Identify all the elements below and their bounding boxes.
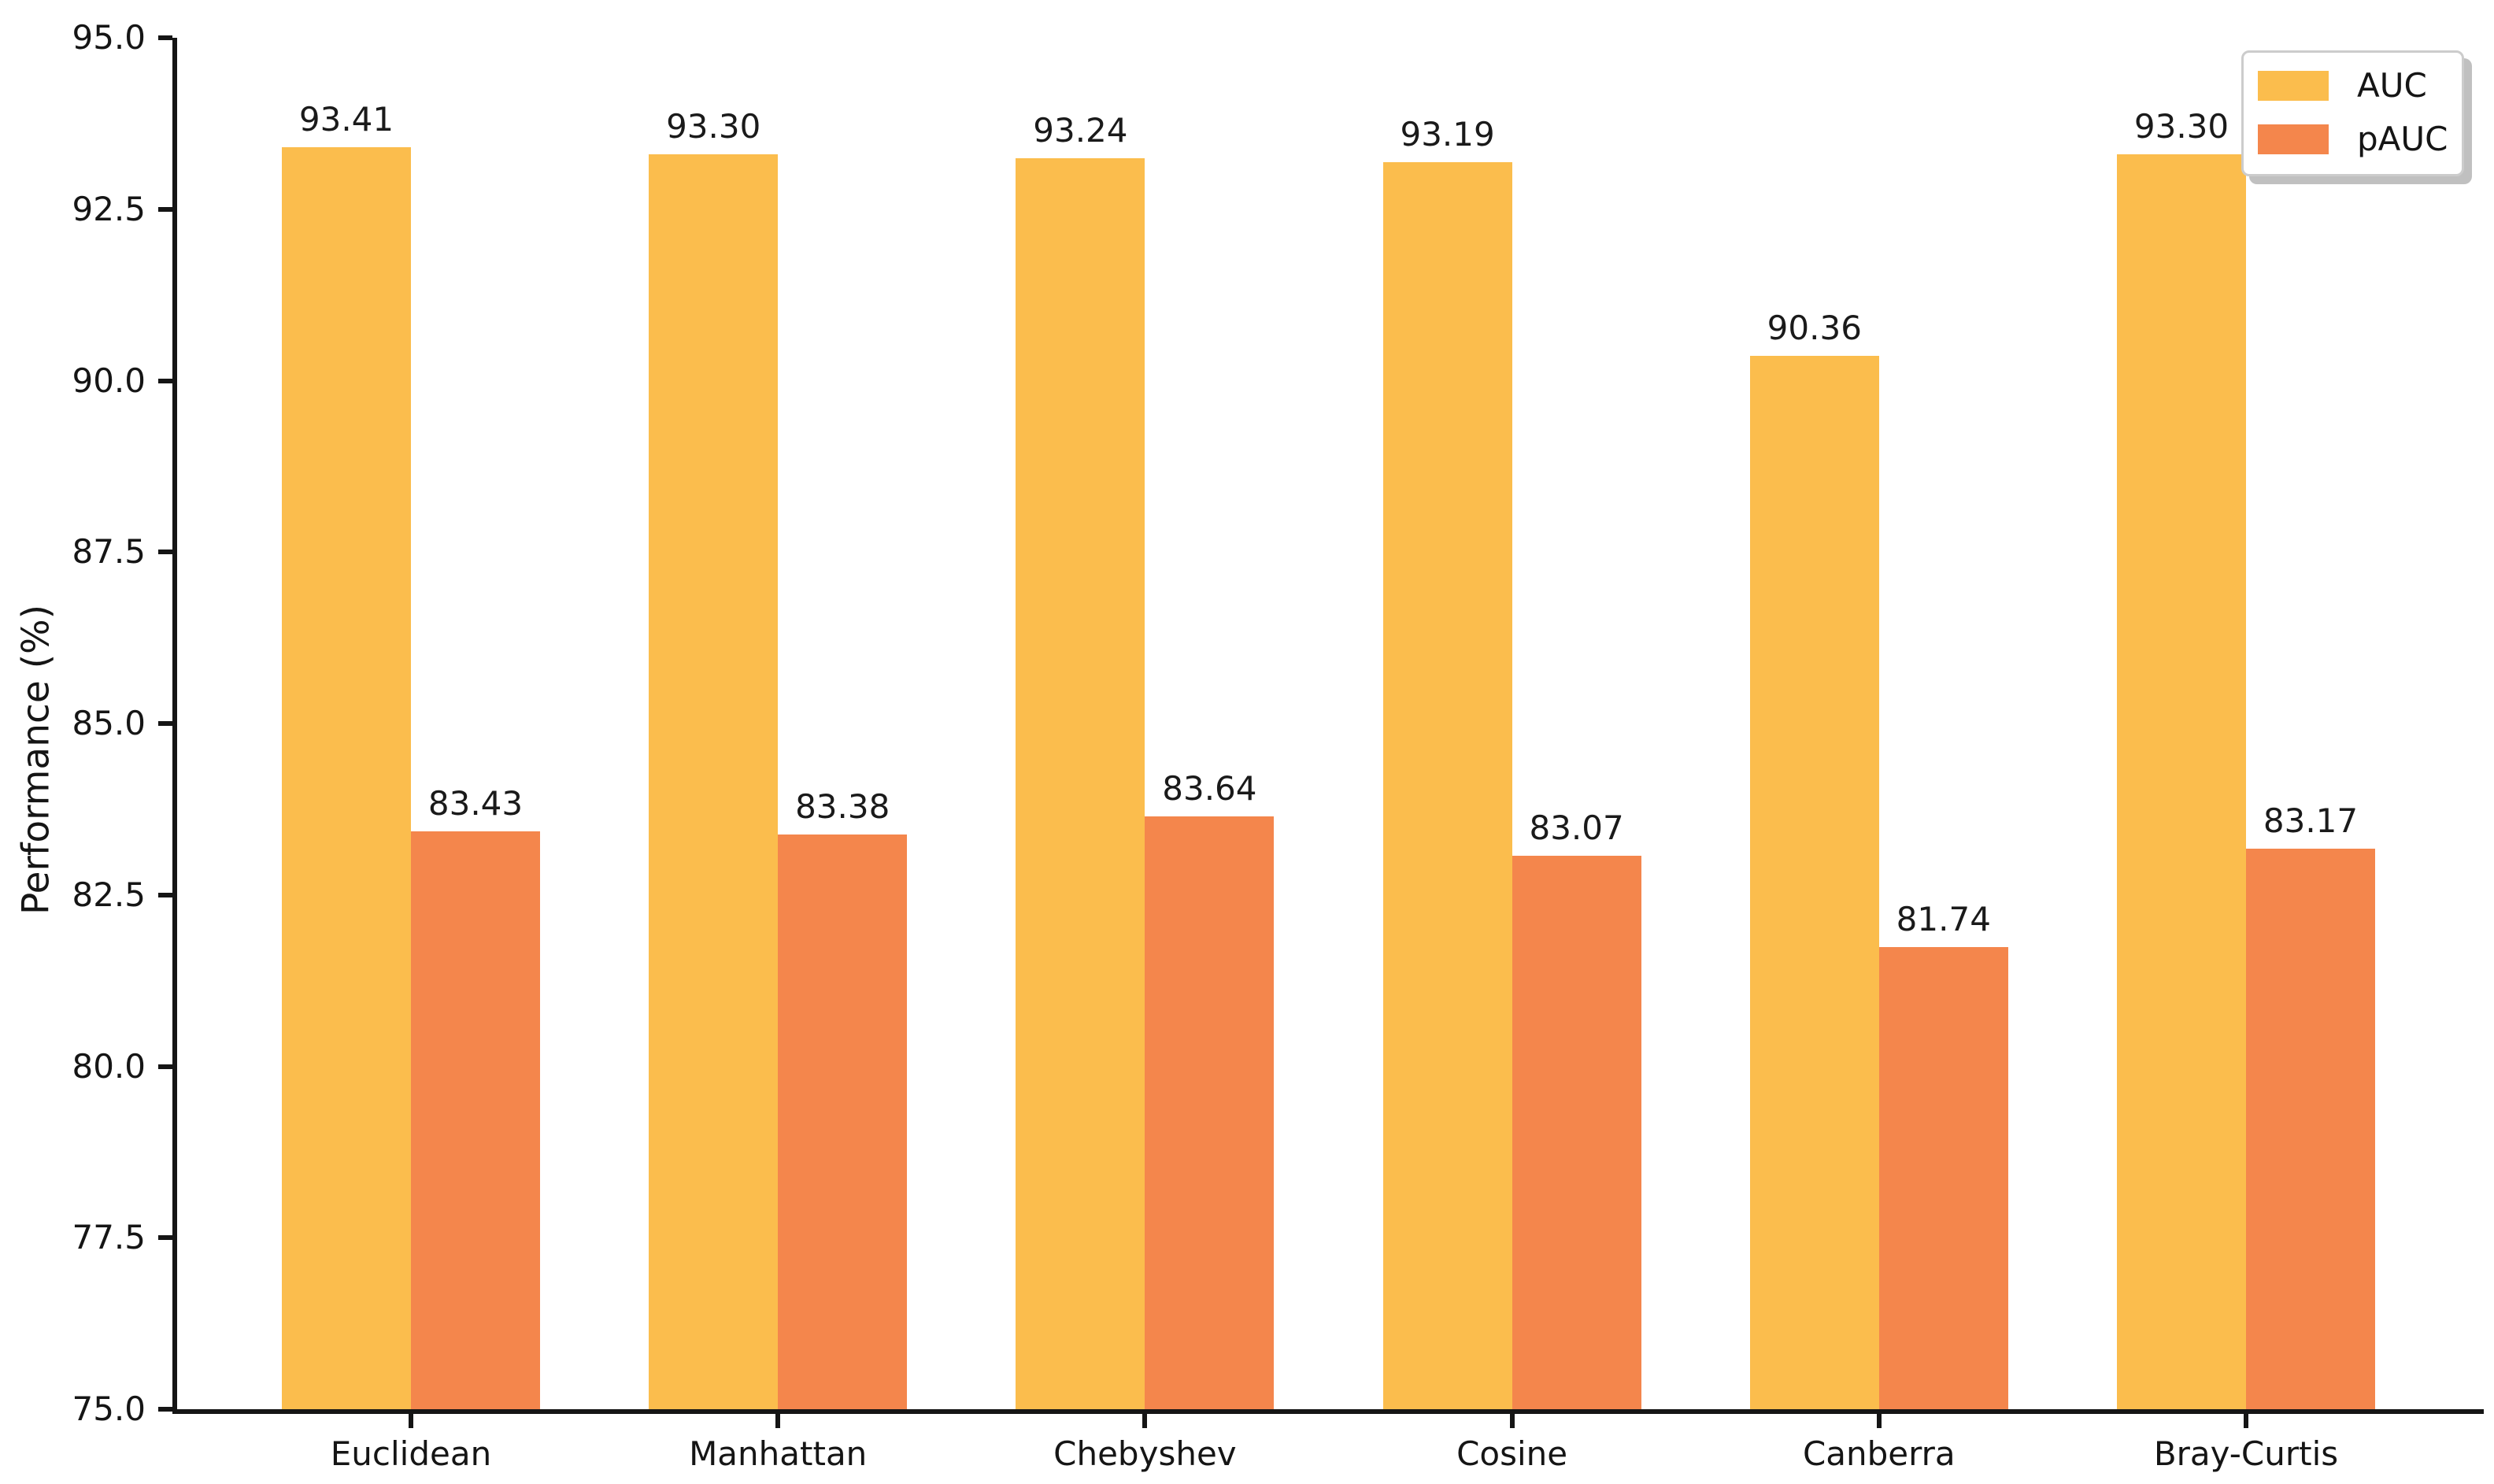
y-tick-mark	[158, 721, 172, 726]
y-tick-label: 82.5	[72, 875, 146, 914]
auc-bar	[649, 154, 779, 1409]
auc-value-label: 93.30	[2133, 107, 2229, 146]
auc-bar	[1749, 356, 1879, 1409]
auc-value-label: 93.19	[1400, 114, 1495, 154]
pauc-value-label: 83.64	[1162, 769, 1257, 809]
y-tick-mark	[158, 378, 172, 383]
y-tick-label: 87.5	[72, 532, 146, 572]
pauc-bar	[778, 835, 908, 1409]
y-tick-mark	[158, 1235, 172, 1241]
x-tick-mark	[775, 1414, 781, 1428]
legend: AUC pAUC	[2241, 50, 2464, 176]
auc-legend-swatch	[2258, 71, 2329, 101]
auc-value-label: 93.30	[666, 107, 761, 146]
auc-bar	[1382, 161, 1512, 1409]
legend-item-auc: AUC	[2258, 68, 2448, 103]
y-tick-mark	[158, 1064, 172, 1069]
plot-area: 95.0 92.5 90.0 87.5 85.0 82.5 80.0 77.5 75.0 93.…	[72, 20, 2484, 1472]
auc-value-label: 93.24	[1033, 111, 1128, 150]
x-tick-mark	[409, 1414, 413, 1428]
pauc-value-label: 83.38	[795, 787, 890, 827]
y-tick-label: 77.5	[72, 1218, 146, 1257]
pauc-bar	[411, 831, 540, 1409]
auc-value-label: 90.36	[1767, 309, 1862, 348]
y-tick-label: 90.0	[72, 361, 146, 400]
legend-label: pAUC	[2357, 120, 2448, 158]
pauc-legend-swatch	[2258, 124, 2329, 154]
x-tick-label: Euclidean	[330, 1434, 492, 1473]
y-tick-label: 80.0	[72, 1046, 146, 1086]
y-tick-mark	[158, 550, 172, 555]
y-tick-label: 92.5	[72, 189, 146, 228]
legend-label: AUC	[2357, 66, 2427, 105]
x-tick-mark	[1142, 1414, 1148, 1428]
pauc-value-label: 83.07	[1529, 809, 1624, 848]
x-tick-label: Bray-Curtis	[2153, 1434, 2339, 1473]
x-tick-label: Cosine	[1456, 1434, 1568, 1473]
x-axis-spine	[172, 1409, 2484, 1414]
pauc-value-label: 81.74	[1896, 899, 1991, 938]
pauc-bar	[2246, 849, 2375, 1409]
x-tick-label: Chebyshev	[1053, 1434, 1237, 1473]
pauc-bar	[1145, 816, 1275, 1409]
y-tick-mark	[158, 206, 172, 212]
auc-value-label: 93.41	[298, 99, 394, 139]
x-tick-mark	[1876, 1414, 1882, 1428]
auc-bar	[282, 146, 411, 1409]
x-tick-mark	[2244, 1414, 2248, 1428]
legend-item-pauc: pAUC	[2258, 122, 2448, 157]
y-tick-mark	[158, 35, 172, 40]
x-tick-label: Canberra	[1802, 1434, 1956, 1473]
y-tick-mark	[158, 892, 172, 897]
y-axis-label: Performance (%)	[14, 604, 58, 916]
auc-bar	[2117, 154, 2246, 1409]
auc-bar	[1016, 158, 1145, 1409]
pauc-bar	[1878, 946, 2008, 1409]
pauc-bar	[1512, 856, 1641, 1409]
x-tick-label: Manhattan	[689, 1434, 868, 1473]
x-tick-mark	[1509, 1414, 1515, 1428]
y-tick-label: 85.0	[72, 704, 146, 742]
y-tick-label: 75.0	[72, 1390, 146, 1428]
y-axis-spine	[172, 38, 177, 1414]
pauc-value-label: 83.17	[2263, 801, 2359, 841]
pauc-value-label: 83.43	[427, 783, 524, 823]
y-tick-mark	[158, 1407, 172, 1412]
y-tick-label: 95.0	[72, 18, 146, 57]
